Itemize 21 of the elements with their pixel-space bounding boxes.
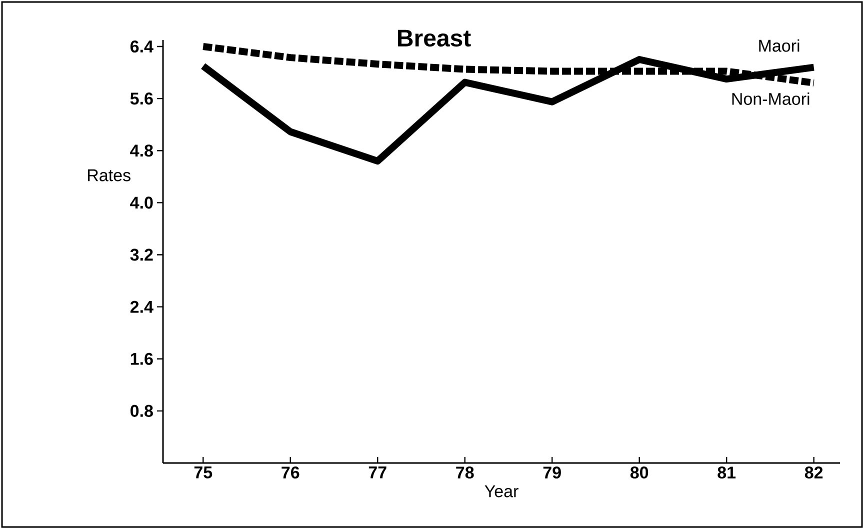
x-tick-label: 81 bbox=[718, 466, 736, 479]
x-tick-label: 79 bbox=[543, 466, 561, 479]
y-axis-title: Rates bbox=[88, 169, 130, 182]
x-axis-title: Year bbox=[484, 485, 518, 498]
x-tick-label: 77 bbox=[368, 466, 386, 478]
x-tick-label: 80 bbox=[630, 466, 648, 479]
chart-title: Breast bbox=[398, 30, 471, 47]
y-tick-label: 4.0 bbox=[130, 196, 153, 209]
y-tick-label: 4.8 bbox=[130, 144, 153, 157]
x-tick-label: 78 bbox=[456, 466, 474, 479]
y-tick-label: 1.6 bbox=[130, 352, 153, 365]
y-tick-label: 6.4 bbox=[130, 40, 154, 53]
y-tick-label: 3.2 bbox=[130, 248, 153, 261]
x-tick-label: 75 bbox=[194, 466, 212, 478]
y-tick-label: 5.6 bbox=[130, 92, 153, 105]
x-tick-label: 82 bbox=[804, 466, 823, 479]
series-label: Non-Maori bbox=[732, 92, 810, 105]
series-label: Maori bbox=[759, 39, 800, 52]
x-tick-label: 76 bbox=[282, 466, 300, 479]
y-tick-label: 2.4 bbox=[130, 300, 154, 313]
y-tick-label: 0.8 bbox=[130, 404, 153, 417]
